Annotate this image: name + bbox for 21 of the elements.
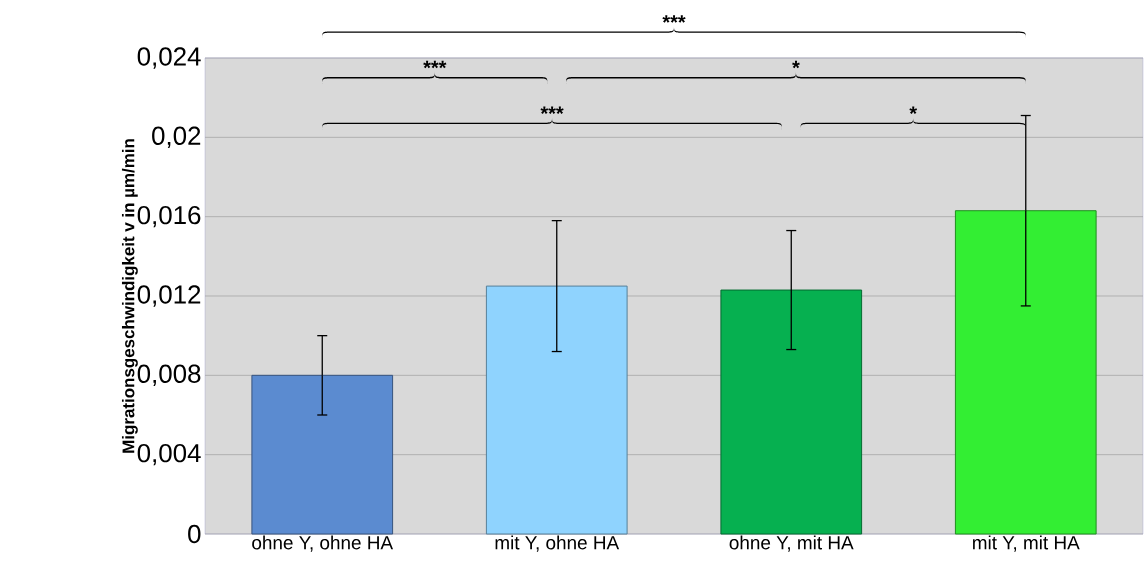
y-tick-label: 0	[188, 524, 201, 544]
x-tick-label: ohne Y, mit HA	[729, 535, 854, 552]
y-tick-label: 0,024	[137, 47, 201, 69]
x-tick-label: mit Y, mit HA	[973, 535, 1080, 552]
bar	[954, 210, 1097, 535]
x-tick-label: ohne Y, ohne HA	[252, 535, 394, 552]
y-tick-label: 0,016	[137, 205, 201, 228]
annotation: *	[792, 60, 800, 69]
bar	[720, 289, 863, 535]
x-tick-label: mit Y, ohne HA	[495, 535, 620, 552]
y-axis-title: Migrationsgeschwindigkeit v in µm/min	[121, 139, 138, 453]
annotation: ***	[540, 106, 564, 114]
text: ***	[662, 15, 686, 23]
annotation: *	[909, 106, 918, 114]
y-tick-label: 0,02	[152, 126, 201, 149]
annotation: ***	[423, 60, 447, 69]
y-tick-label: 0,004	[137, 443, 201, 466]
y-tick-label: 0,008	[137, 364, 201, 387]
bar	[485, 285, 628, 535]
y-tick-label: 0,012	[137, 285, 201, 307]
bar	[251, 374, 394, 535]
